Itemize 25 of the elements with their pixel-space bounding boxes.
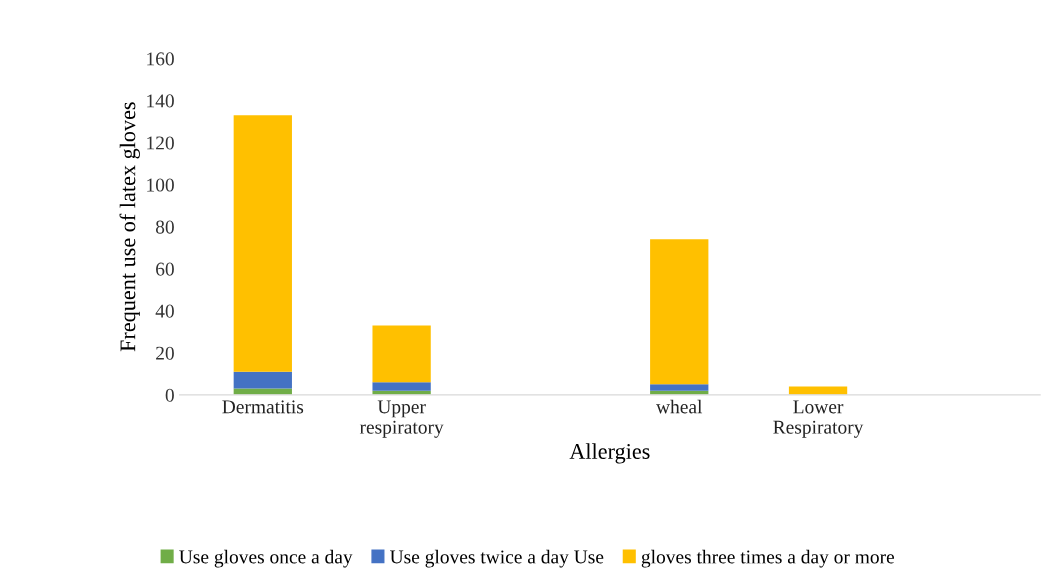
y-axis-title: Frequent use of latex gloves	[119, 102, 140, 352]
y-tick-label: 140	[147, 94, 174, 108]
y-tick-label: 120	[147, 136, 174, 150]
y-tick-label: 100	[147, 178, 174, 192]
y-tick-label: 0	[165, 388, 174, 402]
x-axis-title: Allergies	[569, 443, 650, 464]
bar	[788, 386, 848, 395]
bar	[233, 371, 292, 389]
y-tick-label: 60	[156, 262, 174, 276]
y-tick-label: 80	[155, 220, 174, 234]
x-tick-label: Lower Respiratory	[773, 400, 864, 438]
x-tick-label: Upper respiratory	[359, 400, 444, 438]
bar	[650, 384, 709, 391]
x-tick-label: wheal	[656, 399, 703, 414]
x-tick-label: Dermatitis	[222, 400, 304, 414]
legend-label: gloves three times a day or more	[641, 549, 895, 568]
bar	[372, 382, 431, 391]
bar	[233, 115, 292, 372]
legend-label: Use gloves once a day	[179, 549, 353, 568]
bar	[650, 239, 709, 385]
y-tick-label: 160	[147, 52, 174, 66]
y-tick-label: 20	[156, 346, 174, 360]
y-tick-label: 40	[155, 304, 174, 318]
legend-label: Use gloves twice a day Use	[390, 549, 604, 568]
bar	[372, 325, 431, 383]
